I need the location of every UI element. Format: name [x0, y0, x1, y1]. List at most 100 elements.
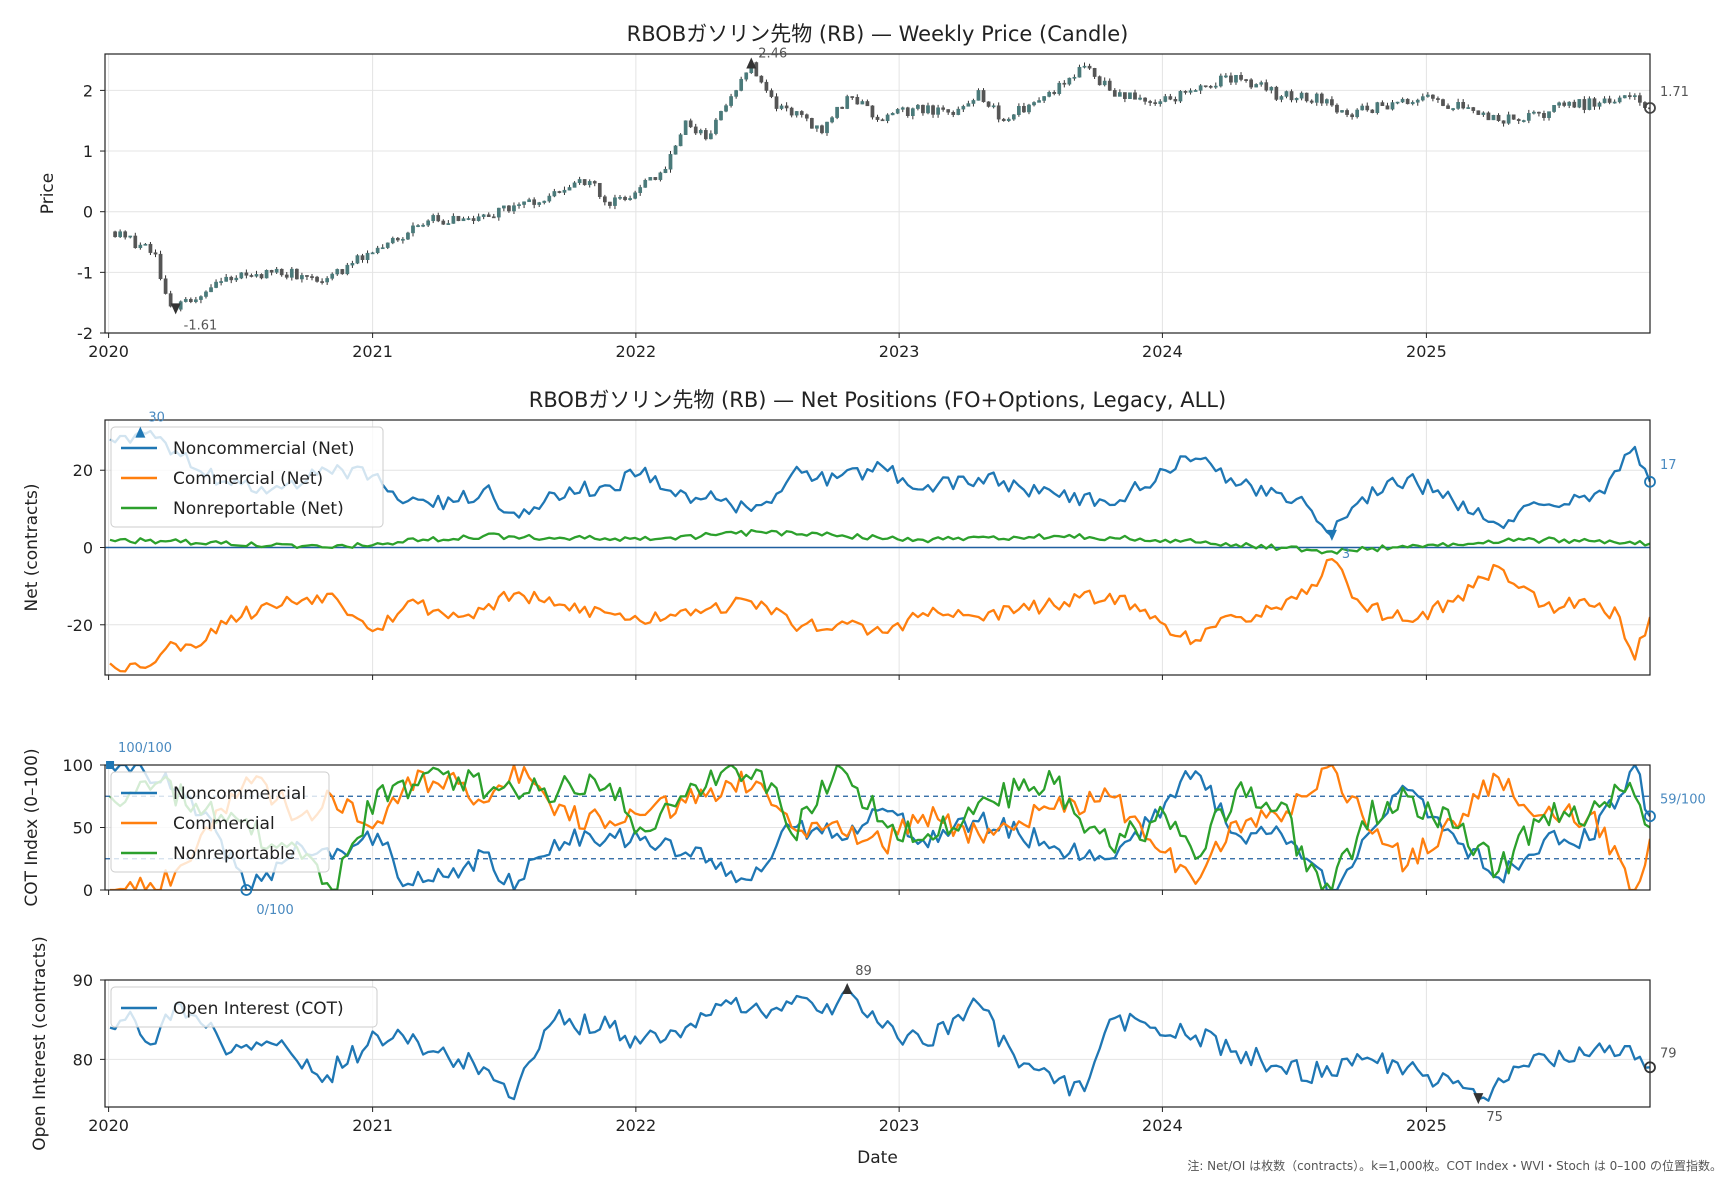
candle-body: [1390, 102, 1395, 110]
candle-body: [446, 223, 451, 225]
candle-body: [825, 121, 829, 134]
candle-body: [1077, 66, 1082, 78]
candle-body: [1385, 105, 1390, 110]
candle-body: [1562, 102, 1567, 106]
candle-body: [219, 281, 223, 283]
candle-body: [547, 195, 552, 202]
annotation-label: 3: [1342, 547, 1350, 562]
candle-body: [1178, 91, 1183, 102]
axes-frame: [104, 979, 1651, 1108]
candle-body: [1188, 90, 1193, 93]
candle-body: [830, 117, 834, 123]
candle-body: [799, 111, 804, 115]
candle-body: [1309, 100, 1314, 103]
candle-body: [527, 199, 531, 203]
y-tick-label: 100: [62, 756, 93, 775]
candle-body: [860, 101, 865, 105]
candle-body: [875, 116, 880, 120]
candle-body: [466, 218, 471, 220]
candle-body: [582, 179, 587, 186]
candle-body: [1496, 114, 1501, 121]
candle-body: [986, 101, 991, 107]
candle-body: [1425, 94, 1430, 97]
candle-body: [1597, 102, 1602, 107]
panel-2: 20 0 -20 Net (contracts) RBOBガソリン先物 (RB) — N…: [22, 388, 1677, 680]
candle-body: [1592, 98, 1597, 107]
candle-body: [1330, 99, 1334, 106]
candle-body: [941, 107, 945, 110]
candle-body: [224, 276, 229, 282]
candle-body: [1431, 94, 1435, 99]
candle-body: [320, 281, 324, 283]
candle-body: [1471, 107, 1476, 111]
candle-body: [1001, 118, 1006, 121]
candle-body: [340, 269, 345, 275]
candle-body: [1224, 75, 1228, 78]
candle-body: [774, 96, 779, 109]
candle-body: [981, 90, 986, 103]
candle-body: [905, 107, 910, 116]
candle-body: [1193, 90, 1198, 92]
candle-body: [1622, 95, 1627, 99]
candle-body: [1072, 76, 1077, 79]
x-tick-label: 2023: [879, 342, 920, 361]
candle-body: [1304, 92, 1309, 102]
candle-body: [1607, 98, 1612, 103]
candle-body: [1092, 68, 1097, 77]
last-marker: [1644, 810, 1656, 823]
candle-body: [496, 207, 501, 218]
y-tick-label: 0: [83, 881, 93, 900]
candle-body: [1158, 101, 1163, 104]
candle-body: [1118, 92, 1122, 97]
candle-body: [1577, 99, 1582, 108]
legend-label: Noncommercial (Net): [173, 439, 355, 459]
x-tick-label: 2021: [352, 342, 393, 361]
last-marker: [1644, 475, 1656, 488]
candle-body: [1289, 91, 1294, 101]
candle-body: [936, 107, 940, 115]
candle-body: [380, 247, 385, 250]
candle-body: [633, 192, 637, 199]
candle-body: [441, 220, 446, 225]
candle-body: [613, 197, 617, 206]
candle-body: [163, 278, 168, 294]
candle-body: [693, 126, 698, 134]
candle-body: [734, 90, 738, 97]
min-annotation: -1.61: [184, 318, 218, 333]
candle-body: [1612, 101, 1617, 104]
series-line-open-interest-cot: [109, 986, 1650, 1102]
candle-body: [1254, 84, 1259, 88]
legend-label: Open Interest (COT): [173, 999, 344, 1019]
candle-body: [587, 181, 592, 186]
candle-body: [709, 133, 713, 140]
max-annotation: 2.46: [758, 46, 787, 61]
y-tick-label: 50: [73, 819, 93, 838]
annotation-label: 79: [1660, 1046, 1677, 1061]
series-line-noncommercial: [109, 765, 1650, 890]
candle-body: [431, 215, 436, 222]
candle-body: [1229, 75, 1233, 83]
candle-body: [1395, 101, 1400, 104]
candle-body: [1345, 110, 1349, 115]
candle-body: [870, 105, 875, 118]
candle-body: [214, 281, 218, 288]
candle-body: [850, 96, 855, 98]
candle-body: [810, 118, 814, 129]
series-group: [105, 765, 1650, 890]
candle-body: [1279, 96, 1284, 100]
panel-3: 100 50 0 COT Index (0–100) Noncommercial Comm…: [22, 741, 1706, 918]
candle-body: [1441, 99, 1445, 106]
candle-body: [1350, 114, 1354, 118]
candle-body: [1547, 111, 1551, 118]
candle-body: [643, 179, 648, 188]
series-line-commercial-net: [109, 557, 1650, 673]
candle-body: [310, 276, 314, 278]
legend-label: Nonreportable: [173, 844, 295, 864]
candle-body: [1365, 105, 1370, 111]
x-axis-label: Date: [857, 1148, 898, 1168]
candle-body: [204, 291, 208, 297]
candle-body: [961, 106, 966, 110]
candle-body: [476, 216, 481, 221]
candle-body: [976, 90, 981, 101]
chart-title: RBOBガソリン先物 (RB) — Weekly Price (Candle): [627, 22, 1129, 46]
